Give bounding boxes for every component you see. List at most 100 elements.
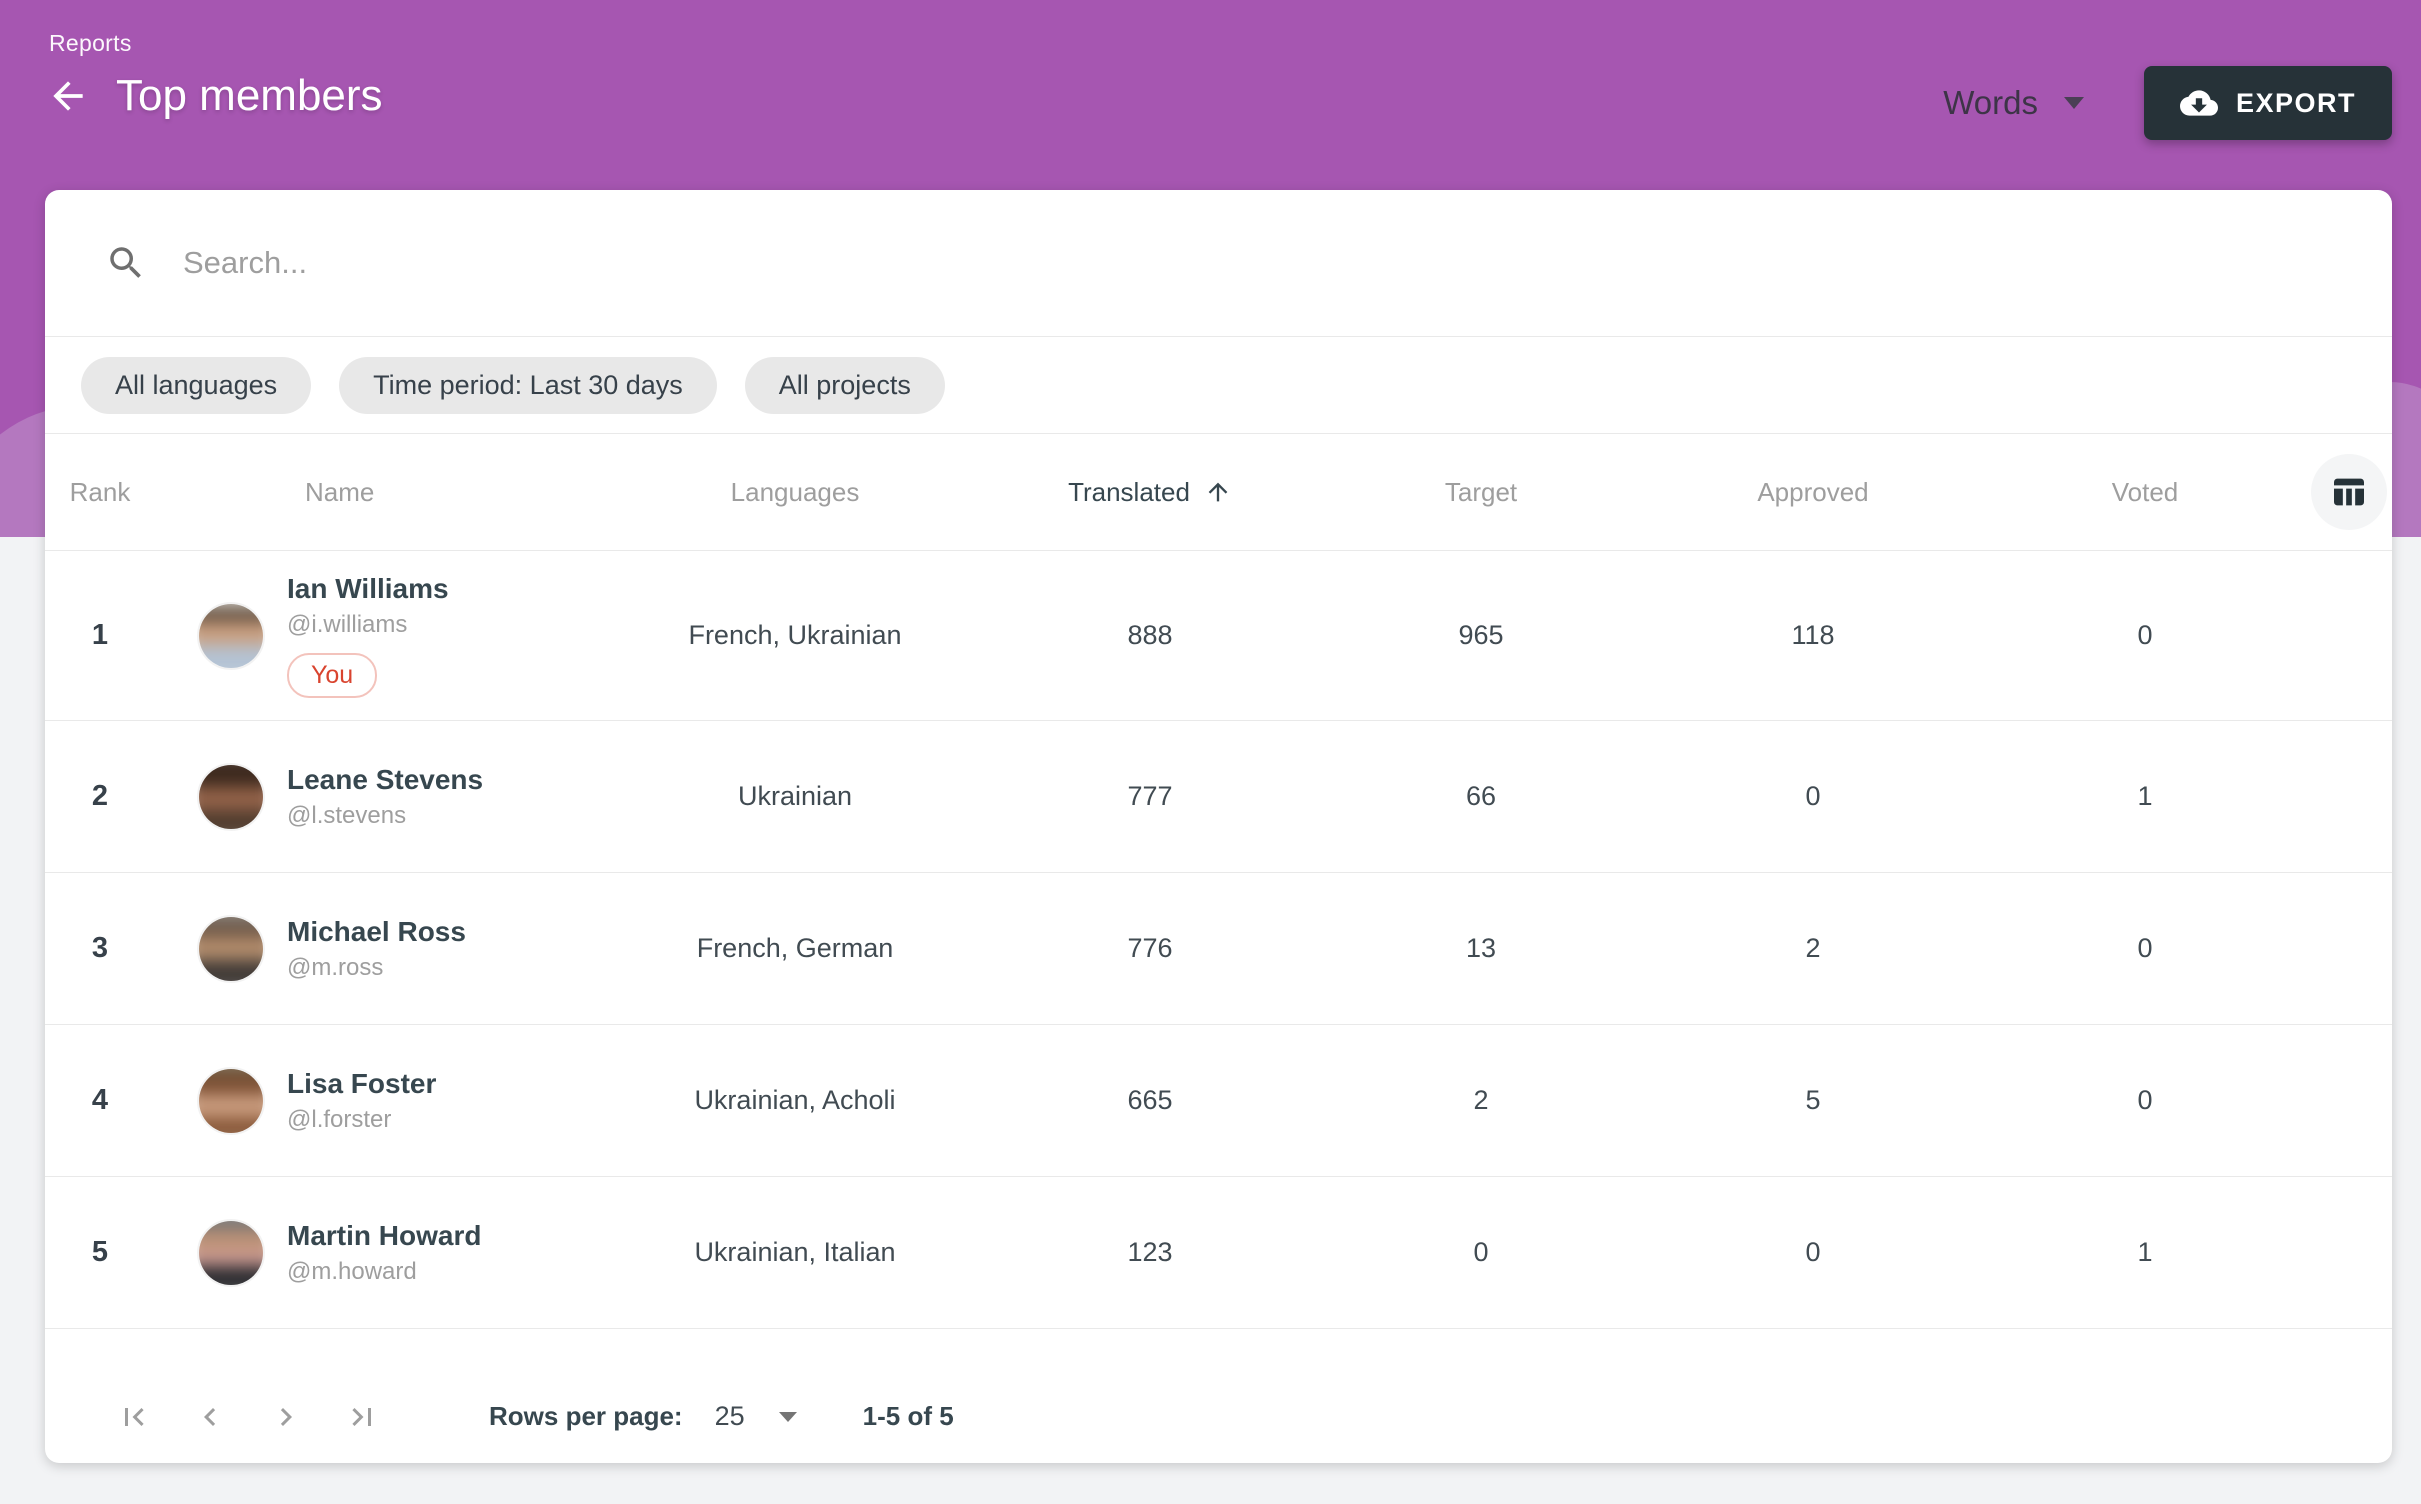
unit-dropdown-value: Words	[1943, 84, 2038, 121]
column-header-voted[interactable]: Voted	[2111, 476, 2179, 507]
rank-cell: 4	[91, 1084, 109, 1116]
page-title: Top members	[116, 71, 383, 120]
back-button[interactable]	[40, 68, 96, 124]
translated-cell: 777	[1127, 781, 1173, 811]
voted-cell: 1	[2137, 1237, 2153, 1267]
previous-page-button[interactable]	[177, 1387, 243, 1447]
column-header-translated[interactable]: Translated	[985, 477, 1315, 508]
rank-cell: 5	[91, 1236, 109, 1268]
member-cell: Ian Williams @i.williams You	[155, 551, 605, 720]
member-username: @l.stevens	[287, 801, 407, 829]
member-name: Ian Williams	[287, 573, 449, 604]
rows-per-page-value[interactable]: 25	[714, 1401, 745, 1431]
first-page-icon	[116, 1399, 152, 1435]
target-cell: 0	[1473, 1237, 1489, 1267]
filter-chips: All languages Time period: Last 30 days …	[45, 337, 2392, 433]
approved-cell: 5	[1805, 1085, 1821, 1115]
languages-cell: Ukrainian, Italian	[694, 1237, 896, 1267]
column-header-approved[interactable]: Approved	[1757, 476, 1869, 507]
languages-cell: French, German	[696, 933, 894, 963]
rank-cell: 3	[91, 932, 109, 964]
breadcrumb[interactable]: Reports	[49, 30, 132, 56]
filter-chip-time-period[interactable]: Time period: Last 30 days	[339, 356, 717, 414]
rows-per-page-label: Rows per page:	[489, 1401, 683, 1431]
filter-chip-languages[interactable]: All languages	[81, 356, 312, 414]
column-header-rank[interactable]: Rank	[69, 476, 131, 507]
avatar	[197, 914, 265, 983]
translated-cell: 123	[1127, 1237, 1173, 1267]
voted-cell: 1	[2137, 781, 2153, 811]
avatar	[197, 1218, 265, 1287]
pagination-bar: Rows per page: 25 1-5 of 5	[45, 1370, 2392, 1463]
arrow-left-icon	[46, 74, 90, 118]
unit-dropdown[interactable]: Words	[1943, 84, 2084, 122]
member-cell: Martin Howard @m.howard	[155, 1197, 605, 1309]
chevron-down-icon[interactable]	[778, 1411, 797, 1422]
approved-cell: 118	[1791, 620, 1835, 650]
export-button[interactable]: EXPORT	[2143, 66, 2392, 140]
search-bar	[45, 190, 2392, 336]
table-body: 1 Ian Williams @i.williams You French, U…	[45, 551, 2392, 1370]
column-header-target[interactable]: Target	[1444, 476, 1518, 507]
last-page-button[interactable]	[329, 1387, 395, 1447]
avatar	[197, 762, 265, 831]
voted-cell: 0	[2137, 620, 2153, 650]
member-username: @l.forster	[287, 1105, 392, 1133]
pagination-range: 1-5 of 5	[862, 1401, 954, 1431]
translated-cell: 665	[1127, 1085, 1173, 1115]
target-cell: 965	[1458, 620, 1504, 650]
member-cell: Lisa Foster @l.forster	[155, 1045, 605, 1157]
avatar	[197, 601, 265, 670]
table-columns-icon	[2329, 472, 2369, 512]
report-card: All languages Time period: Last 30 days …	[45, 190, 2392, 1463]
table-row: 1 Ian Williams @i.williams You French, U…	[45, 551, 2392, 721]
cloud-download-icon	[2179, 84, 2218, 122]
search-input[interactable]	[181, 244, 2332, 282]
target-cell: 13	[1465, 933, 1497, 963]
member-name: Michael Ross	[287, 915, 466, 947]
last-page-icon	[344, 1399, 380, 1435]
next-page-button[interactable]	[253, 1387, 319, 1447]
member-cell: Leane Stevens @l.stevens	[155, 741, 605, 853]
chevron-right-icon	[268, 1399, 304, 1435]
table-row: 2 Leane Stevens @l.stevens Ukrainian 777…	[45, 721, 2392, 873]
member-cell: Michael Ross @m.ross	[155, 893, 605, 1005]
voted-cell: 0	[2137, 1085, 2153, 1115]
avatar	[197, 1066, 265, 1135]
filter-chip-projects[interactable]: All projects	[744, 356, 945, 414]
target-cell: 66	[1465, 781, 1497, 811]
member-name: Lisa Foster	[287, 1067, 437, 1099]
column-header-languages[interactable]: Languages	[730, 476, 860, 507]
column-header-translated-label: Translated	[1068, 476, 1190, 507]
approved-cell: 0	[1805, 1237, 1821, 1267]
export-button-label: EXPORT	[2235, 87, 2356, 118]
member-username: @i.williams	[287, 611, 408, 638]
sort-arrow-up-icon	[1204, 478, 1232, 506]
translated-cell: 888	[1127, 620, 1173, 650]
languages-cell: Ukrainian, Acholi	[694, 1085, 896, 1115]
first-page-button[interactable]	[101, 1387, 167, 1447]
translated-cell: 776	[1127, 933, 1173, 963]
divider	[45, 433, 2392, 434]
member-name: Martin Howard	[287, 1219, 482, 1251]
chevron-down-icon	[2063, 97, 2084, 109]
column-header-name[interactable]: Name	[305, 476, 375, 507]
rank-cell: 2	[91, 780, 109, 812]
column-settings-button[interactable]	[2311, 454, 2387, 530]
table-row: 3 Michael Ross @m.ross French, German 77…	[45, 873, 2392, 1025]
table-row: 5 Martin Howard @m.howard Ukrainian, Ita…	[45, 1177, 2392, 1329]
voted-cell: 0	[2137, 933, 2153, 963]
member-username: @m.howard	[287, 1257, 417, 1285]
languages-cell: French, Ukrainian	[688, 620, 902, 650]
table-row: 4 Lisa Foster @l.forster Ukrainian, Acho…	[45, 1025, 2392, 1177]
languages-cell: Ukrainian	[737, 781, 853, 811]
rank-cell: 1	[91, 619, 109, 651]
target-cell: 2	[1473, 1085, 1489, 1115]
approved-cell: 2	[1805, 933, 1821, 963]
you-badge: You	[287, 653, 378, 698]
table-header-row: Rank Name Languages Translated Target Ap…	[45, 434, 2392, 551]
chevron-left-icon	[192, 1399, 228, 1435]
divider	[45, 336, 2392, 337]
search-icon	[105, 242, 147, 284]
